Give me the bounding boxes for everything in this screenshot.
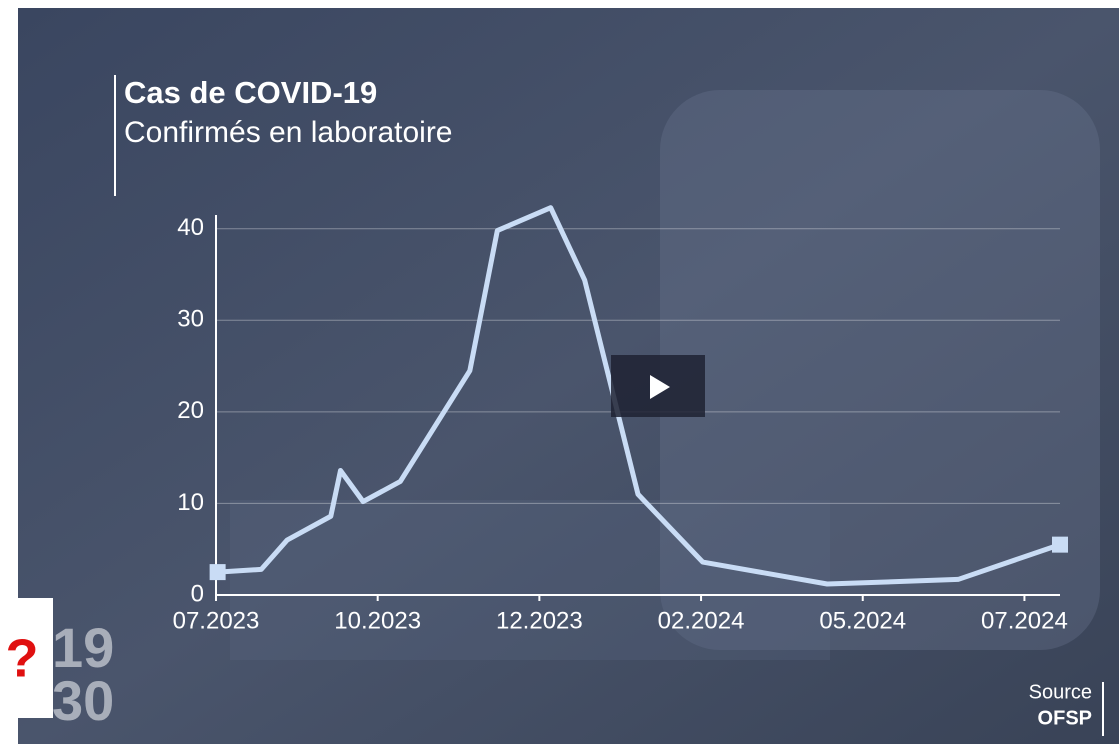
x-tick-label: 05.2024 (819, 607, 906, 634)
x-tick-label: 10.2023 (334, 607, 421, 634)
video-background (18, 8, 1119, 744)
y-tick-label: 40 (177, 214, 204, 241)
chart-subtitle: Confirmés en laboratoire (124, 116, 453, 149)
x-tick-label: 07.2023 (173, 607, 260, 634)
x-tick-label: 12.2023 (496, 607, 583, 634)
logo-bottom: 30 (52, 669, 114, 732)
badge: ? (6, 628, 39, 688)
y-tick-label: 0 (191, 580, 204, 607)
badge-box (0, 598, 53, 718)
chart-title: Cas de COVID-19 (124, 75, 377, 110)
source-label: Source (1029, 681, 1092, 703)
play-button[interactable] (611, 355, 705, 417)
background-table (230, 500, 830, 660)
x-tick-label: 02.2024 (658, 607, 745, 634)
y-tick-label: 20 (177, 397, 204, 424)
play-icon[interactable] (650, 375, 670, 399)
end-marker (209, 564, 226, 581)
y-tick-label: 10 (177, 489, 204, 516)
x-tick-label: 07.2024 (981, 607, 1068, 634)
y-tick-label: 30 (177, 306, 204, 333)
plot: 0 10 20 30 40 07.2023 10.2023 12.2023 02.2024 05.… (173, 205, 1068, 634)
end-marker (1052, 536, 1068, 553)
source-name: OFSP (1038, 707, 1092, 729)
logo-top: 19 (52, 616, 114, 679)
data-line (217, 205, 1061, 587)
background-figure (660, 90, 1100, 650)
